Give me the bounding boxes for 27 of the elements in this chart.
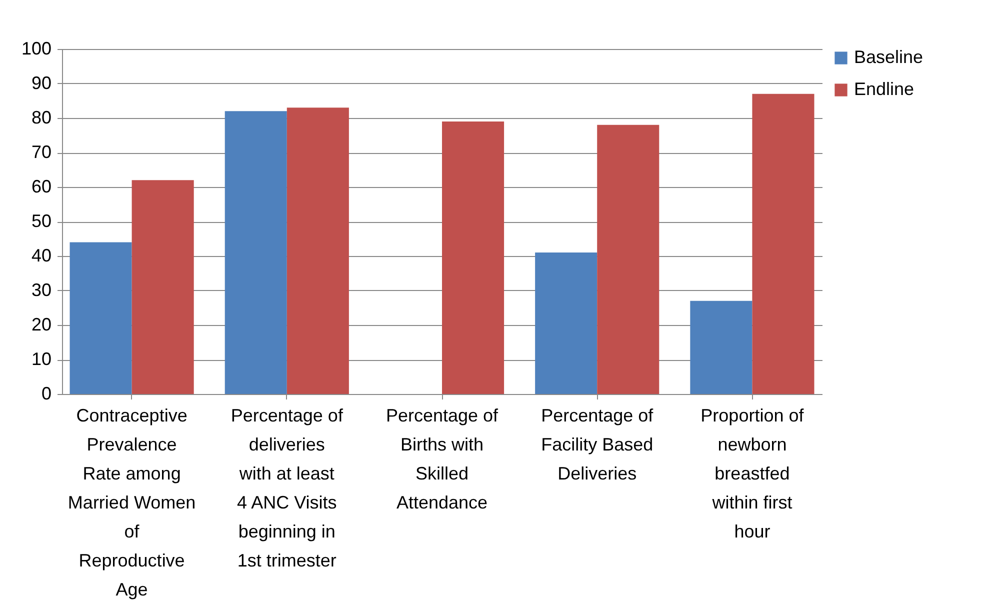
legend-label: Baseline	[854, 47, 924, 67]
y-tick-label: 90	[31, 73, 52, 93]
x-tick-label: Contraceptive Prevalence Rate among Married Women of Reproductive Age	[68, 406, 196, 600]
bar	[286, 108, 349, 394]
y-tick-label: 40	[31, 246, 52, 266]
x-tick-label: Proportion of newborn breastfed within first hour	[700, 406, 805, 542]
bar	[132, 180, 194, 394]
y-tick-label: 50	[31, 211, 52, 231]
y-tick-label: 10	[31, 349, 52, 369]
y-tick-label: 60	[31, 176, 52, 196]
x-tick-label: Percentage of Births with Skilled Attendance	[386, 406, 500, 512]
legend-label: Endline	[854, 79, 914, 99]
bar	[535, 252, 598, 394]
y-tick-label: 70	[31, 142, 52, 162]
y-tick-label: 0	[41, 384, 52, 404]
bar	[690, 300, 752, 394]
bar	[752, 94, 814, 394]
x-tick-label: Percentage of Facility Based Deliveries	[541, 406, 654, 484]
y-tick-label: 30	[31, 280, 52, 300]
bar	[597, 124, 660, 394]
bar	[70, 242, 132, 394]
bar	[224, 111, 287, 394]
y-tick-label: 80	[31, 108, 52, 128]
y-tick-label: 20	[31, 314, 52, 334]
x-tick-label: Percentage of deliveries with at least 4 ANC Visits beginning in 1st trimester	[230, 406, 344, 570]
bar	[442, 121, 504, 394]
y-tick-label: 100	[21, 38, 52, 58]
